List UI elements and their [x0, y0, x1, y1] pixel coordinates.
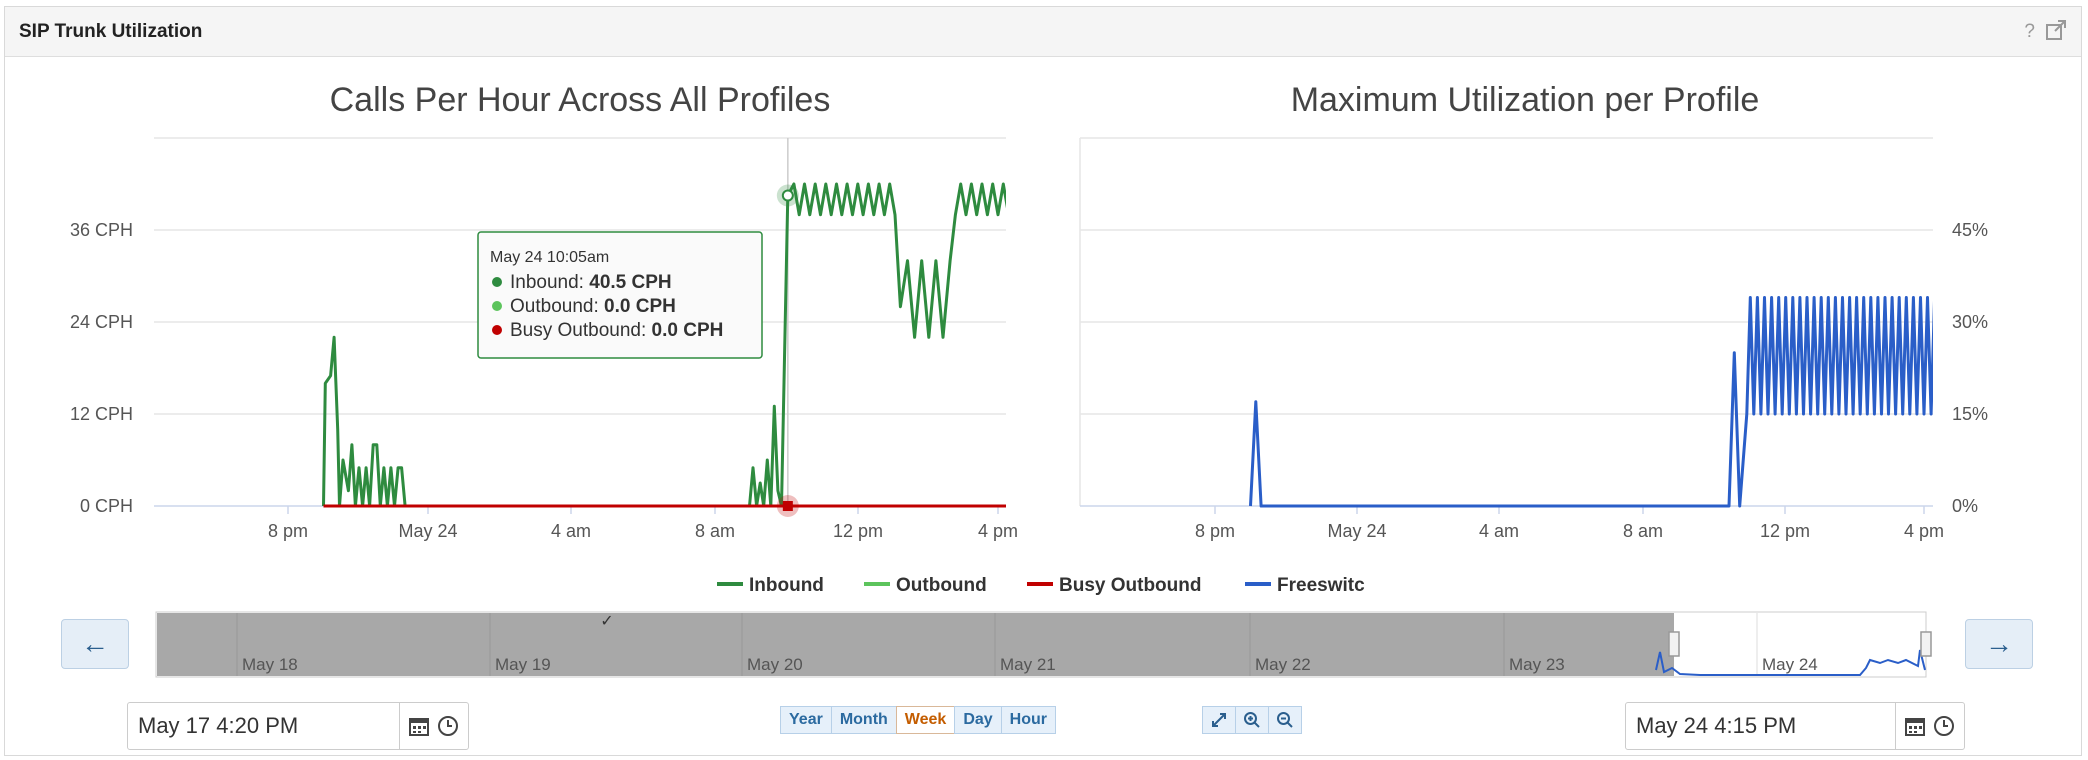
navigator-label: May 22 — [1255, 655, 1311, 674]
zoom-in-icon — [1244, 712, 1260, 728]
tooltip-time: May 24 10:05am — [490, 249, 609, 266]
legend-item: Busy Outbound — [1059, 575, 1201, 596]
tooltip-row: Inbound: 40.5 CPH — [510, 272, 672, 293]
start-date-picker — [127, 702, 469, 750]
panel-header: SIP Trunk Utilization ? — [5, 7, 2081, 57]
inbound-marker — [781, 189, 794, 202]
panel-title: SIP Trunk Utilization — [19, 21, 203, 42]
series-line-inbound — [322, 182, 1006, 508]
chart-title: Calls Per Hour Across All Profiles — [330, 81, 831, 119]
start-date-input[interactable] — [128, 703, 388, 749]
end-date-picker — [1625, 702, 1965, 750]
navigator-label: May 21 — [1000, 655, 1056, 674]
tooltip-box — [477, 231, 763, 359]
zoom-controls — [1202, 706, 1302, 734]
x-tick-label: 12 pm — [833, 521, 883, 541]
tooltip-dot — [492, 277, 502, 287]
legend-item: Freeswitc — [1277, 575, 1365, 596]
x-tick-label: 8 am — [695, 521, 735, 541]
legend-item: Inbound — [749, 575, 824, 596]
zoom-out-button[interactable] — [1268, 706, 1302, 734]
prev-period-button[interactable]: ← — [61, 619, 129, 669]
navigator-handle-right — [1920, 631, 1932, 657]
x-tick-label: 12 pm — [1760, 521, 1810, 541]
x-tick-label: 8 am — [1623, 521, 1663, 541]
navigator-label: May 20 — [747, 655, 803, 674]
x-tick-label: 4 pm — [978, 521, 1018, 541]
chart-title: Maximum Utilization per Profile — [1291, 81, 1760, 119]
x-tick-label: 4 am — [1479, 521, 1519, 541]
y-tick-label: 36 CPH — [70, 220, 133, 240]
navigator-label: May 18 — [242, 655, 298, 674]
zoom-in-button[interactable] — [1235, 706, 1269, 734]
zoom-out-icon — [1277, 712, 1293, 728]
tooltip-dot — [492, 301, 502, 311]
x-tick-label: May 24 — [398, 521, 457, 541]
tooltip-row: Busy Outbound: 0.0 CPH — [510, 320, 723, 341]
y-tick-label: 45% — [1952, 220, 1988, 240]
legend-item: Outbound — [896, 575, 987, 596]
chart-calls-per-hour: Inbound: 40.5 CPH Outbound: 0.0 CPH Busy O… — [154, 137, 1006, 517]
y-tick-label: 12 CPH — [70, 404, 133, 424]
end-date-input[interactable] — [1626, 703, 1884, 749]
navigator — [155, 611, 1932, 678]
x-tick-label: 4 am — [551, 521, 591, 541]
navigator-mask — [157, 613, 1674, 676]
chart-max-utilization — [1079, 137, 1933, 514]
series-line-freeswitc — [1249, 296, 1933, 508]
range-hour-button[interactable]: Hour — [1000, 706, 1056, 734]
calendar-icon[interactable] — [1904, 715, 1926, 737]
chart-tooltip: Inbound: 40.5 CPH Outbound: 0.0 CPH Busy O… — [477, 231, 763, 359]
range-year-button[interactable]: Year — [780, 706, 832, 734]
navigator-label: May 23 — [1509, 655, 1565, 674]
y-tick-label: 30% — [1952, 312, 1988, 332]
x-tick-label: 8 pm — [1195, 521, 1235, 541]
calendar-icon[interactable] — [408, 715, 430, 737]
y-tick-label: 0% — [1952, 496, 1978, 516]
y-tick-label: 15% — [1952, 404, 1988, 424]
busy-outbound-marker — [782, 501, 793, 511]
clock-icon[interactable] — [1932, 714, 1956, 738]
help-icon[interactable]: ? — [2024, 21, 2035, 42]
navigator-series — [1655, 649, 1926, 676]
navigator-check: ✓ — [600, 613, 613, 630]
y-tick-label: 0 CPH — [80, 496, 133, 516]
reset-zoom-button[interactable] — [1202, 706, 1236, 734]
arrow-left-icon: ← — [81, 628, 109, 659]
x-tick-label: May 24 — [1327, 521, 1386, 541]
y-tick-label: 24 CPH — [70, 312, 133, 332]
open-external-icon[interactable] — [2045, 19, 2067, 41]
collapse-icon — [1212, 713, 1226, 727]
navigator-label: May 19 — [495, 655, 551, 674]
tooltip-dot — [492, 325, 502, 335]
range-month-button[interactable]: Month — [830, 706, 897, 734]
range-week-button[interactable]: Week — [895, 706, 956, 734]
navigator-label: May 24 — [1762, 655, 1818, 674]
x-tick-label: 4 pm — [1904, 521, 1944, 541]
navigator-handle-left — [1668, 631, 1680, 657]
arrow-right-icon: → — [1985, 628, 2013, 659]
next-period-button[interactable]: → — [1965, 619, 2033, 669]
tooltip-row: Outbound: 0.0 CPH — [510, 296, 676, 317]
clock-icon[interactable] — [436, 714, 460, 738]
x-tick-label: 8 pm — [268, 521, 308, 541]
range-selector: Year Month Week Day Hour — [780, 706, 1056, 734]
range-day-button[interactable]: Day — [954, 706, 1002, 734]
